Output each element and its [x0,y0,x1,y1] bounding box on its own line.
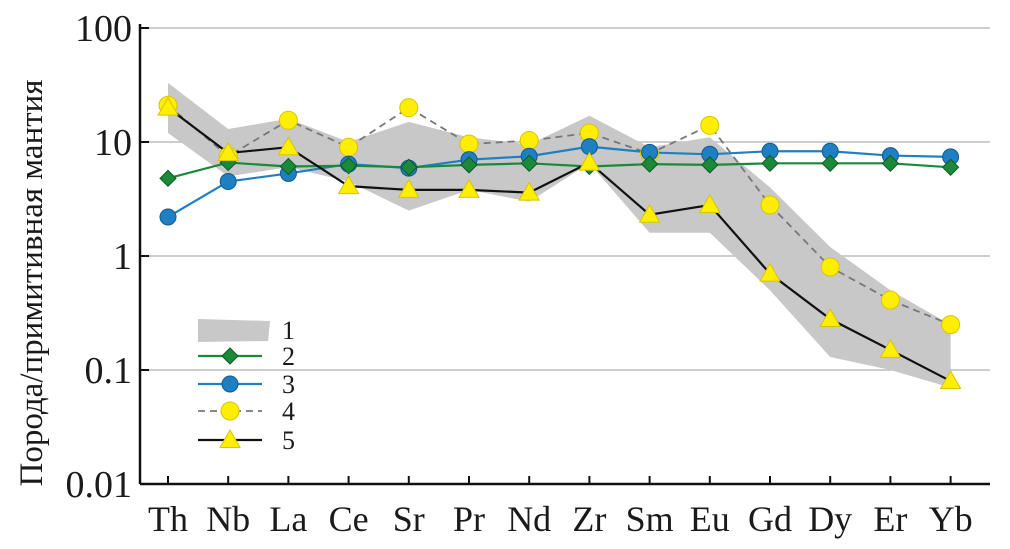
x-tick-label: Gd [748,499,792,539]
legend-marker-2 [221,347,239,365]
x-tick-label: La [269,499,307,539]
series-4-point [880,290,900,310]
series-4-line [167,104,951,326]
legend-marker-5 [219,428,241,448]
series-5-point [337,175,360,195]
legend-label-4: 4 [282,397,295,426]
x-tick-label: Sm [626,499,674,539]
series-2-point [881,154,900,173]
axes: 0.01 0.1 1 10 100 Th Nb La Ce Sr Pr Nd Zr Sm Eu Gd Dy Er Y… [66,8,990,539]
series-4-point [820,257,840,277]
legend-label-2: 2 [282,342,295,371]
series-2-line [167,161,951,180]
x-tick-label: Er [873,499,907,539]
series-2-point [701,156,719,174]
series-5-point [157,96,179,116]
x-tick-label: Nb [206,499,250,539]
series-5-point [819,308,842,328]
series-2-point [159,169,177,188]
series-5-point [458,178,480,198]
series-2-point [640,155,659,173]
y-tick-label: 1 [113,236,132,278]
series-3-line [167,145,951,218]
band-area [168,82,951,388]
x-tick-label: Pr [453,499,485,539]
series-5-point [638,203,661,223]
series-4-point [278,110,298,130]
y-tick-label: 10 [94,122,132,164]
series-3-point [159,208,177,226]
legend-label-5: 5 [282,426,295,455]
x-tick-label: Yb [929,499,973,539]
series-2-point [520,154,538,173]
series-2-point [460,156,478,174]
series-4-point [760,195,780,215]
legend-marker-3 [221,375,239,393]
series-5-point [578,151,601,171]
series-2-point [279,157,298,176]
x-tick-label: Th [148,499,188,539]
series-4-point [941,315,961,335]
series-5-line [167,106,952,383]
x-tick-label: Zr [572,499,606,539]
series-2-point [761,154,779,173]
series-2-point [821,154,839,173]
series-4-point [519,131,539,151]
x-tick-label: Eu [690,499,730,539]
series-5-point [939,370,962,390]
series-2-point [400,158,418,176]
x-tick-label: Ce [329,499,369,539]
legend-swatch-1 [198,319,270,342]
legend-marker-4 [220,401,240,421]
y-tick-label: 0.01 [66,464,133,506]
series-5-point [277,136,300,156]
band-field-1 [168,82,951,388]
x-tick-label: Sr [393,499,425,539]
series-layer [157,95,962,390]
series-3-point [219,173,237,191]
series-5-point [518,181,541,201]
series-4-point [700,115,720,135]
series-5-point [217,142,240,162]
series-5-point [879,338,902,358]
series-4-point [399,98,419,118]
series-2-point [941,158,960,176]
x-tick-label: Nd [507,499,551,539]
series-5-point [397,178,420,198]
x-tick-label: Dy [808,499,852,539]
series-5-point [759,262,781,282]
legend-label-3: 3 [282,370,295,399]
y-tick-label: 0.1 [85,350,133,392]
y-axis-label: Порода/примитивная мантия [14,80,50,487]
series-4-point [459,134,479,154]
legend-label-1: 1 [282,316,295,345]
series-2-point [339,156,358,175]
series-4-point [339,137,359,157]
series-5-point [698,194,721,214]
y-tick-label: 100 [75,8,132,50]
